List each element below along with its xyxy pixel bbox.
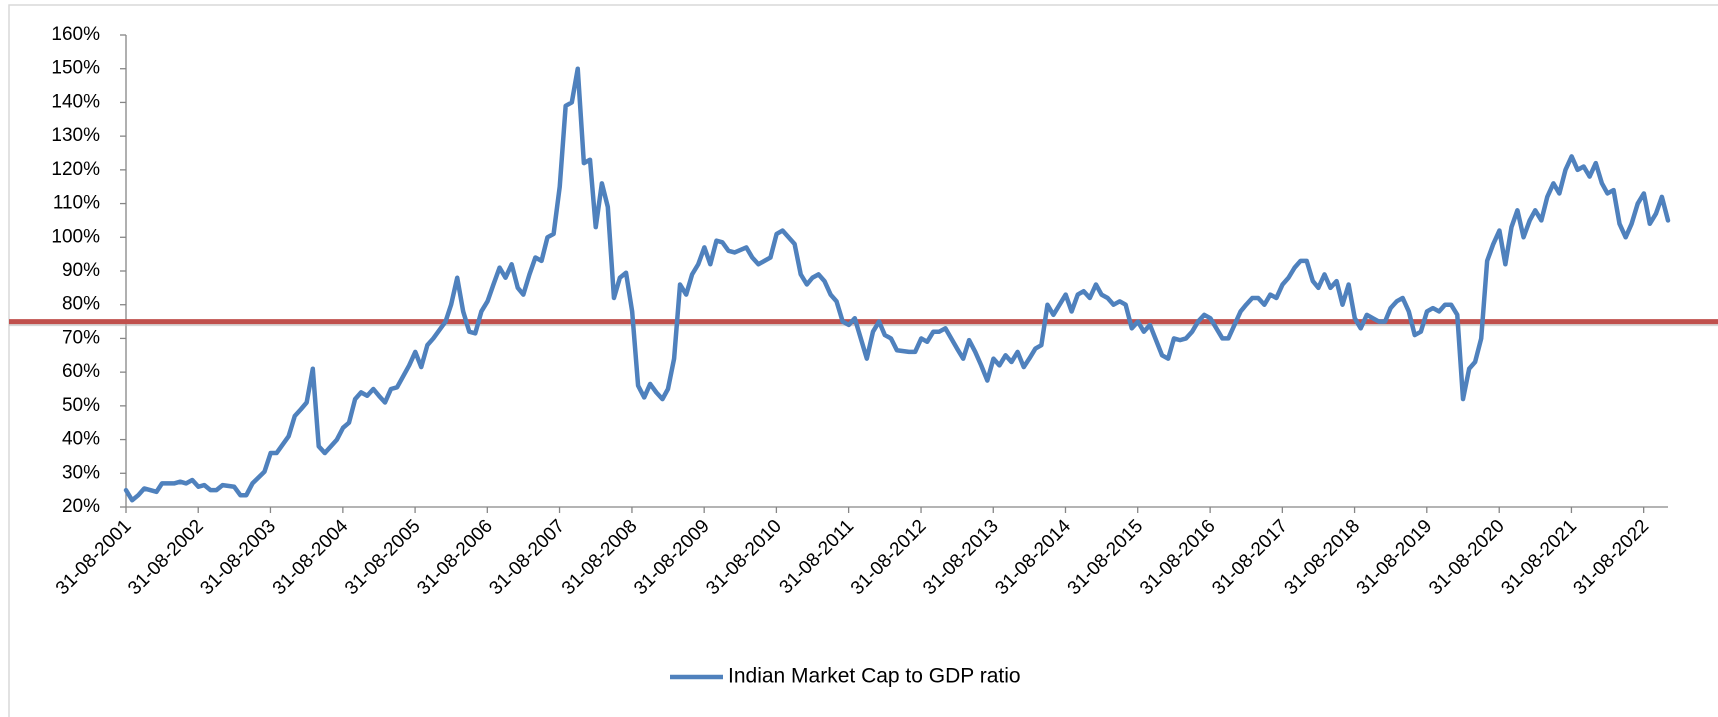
y-tick-label: 80% [62,294,100,315]
y-tick-label: 110% [53,193,100,214]
y-tick-label: 100% [51,226,100,247]
plot-area [123,66,1671,503]
y-tick-label: 40% [62,429,100,450]
chart-frame [8,4,1718,717]
y-tick-label: 140% [51,91,100,112]
legend: Indian Market Cap to GDP ratio [670,665,1021,688]
y-tick-label: 130% [51,125,100,146]
y-tick-label: 150% [51,58,100,79]
y-tick-label: 120% [51,159,100,180]
legend-label: Indian Market Cap to GDP ratio [728,665,1021,688]
y-tick-label: 30% [62,462,100,483]
y-tick-label: 70% [62,327,100,348]
y-tick-label: 90% [62,260,100,281]
reference-layer [9,319,1718,327]
y-tick-label: 20% [62,496,100,517]
y-tick-label: 60% [62,361,100,382]
data-line [123,66,1671,503]
y-tick-label: 50% [62,395,100,416]
y-tick-label: 160% [51,24,100,45]
